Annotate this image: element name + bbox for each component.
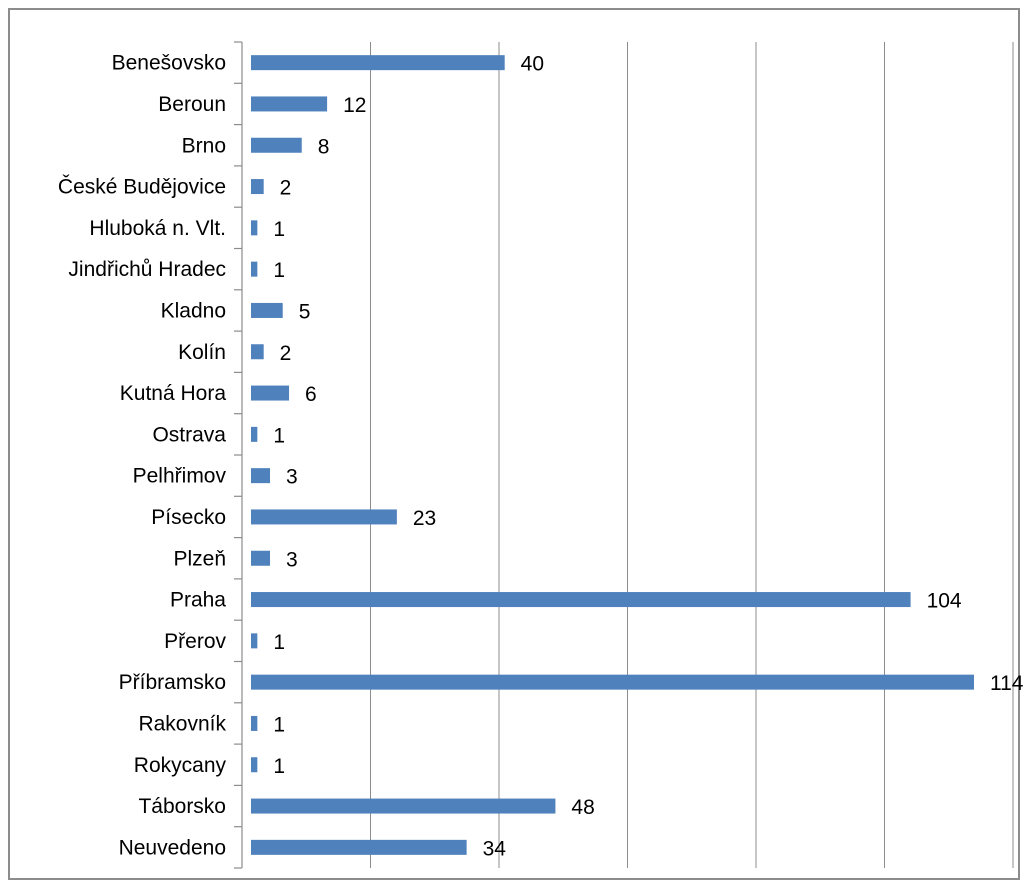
- category-label: Plzeň: [173, 547, 226, 570]
- data-label: 104: [927, 590, 962, 613]
- category-label: Hluboká n. Vlt.: [89, 217, 226, 240]
- category-label: Praha: [170, 589, 226, 612]
- bar: [251, 96, 328, 112]
- category-label: Příbramsko: [119, 671, 226, 694]
- data-label: 12: [343, 94, 366, 117]
- bar: [251, 220, 258, 236]
- category-label: Rakovník: [138, 712, 226, 735]
- category-label: Benešovsko: [112, 52, 226, 75]
- bar: [251, 426, 258, 442]
- bar: [251, 715, 258, 731]
- data-label: 114: [990, 672, 1024, 695]
- bar: [251, 674, 974, 690]
- category-label: Jindřichů Hradec: [68, 258, 226, 281]
- data-label: 34: [483, 837, 507, 860]
- category-label: Pelhřimov: [133, 465, 227, 488]
- category-label: Kolín: [178, 341, 226, 364]
- bar: [251, 344, 264, 360]
- bar: [251, 757, 258, 773]
- data-label: 6: [305, 383, 317, 406]
- data-label: 1: [273, 631, 285, 654]
- category-label: Rokycany: [134, 754, 227, 777]
- category-label: Brno: [182, 134, 226, 157]
- category-label: České Budějovice: [58, 176, 226, 199]
- data-label: 2: [280, 342, 292, 365]
- category-label: Neuvedeno: [119, 836, 226, 859]
- data-label: 3: [286, 466, 298, 489]
- bar: [251, 302, 283, 318]
- bar: [251, 137, 302, 153]
- data-label: 5: [299, 300, 311, 323]
- bar: [251, 592, 911, 608]
- category-label: Kladno: [161, 299, 226, 322]
- bar: [251, 550, 271, 566]
- bar: [251, 385, 290, 401]
- data-label: 1: [273, 755, 285, 778]
- data-label: 3: [286, 548, 298, 571]
- data-label: 2: [280, 177, 292, 200]
- category-label: Táborsko: [138, 795, 226, 818]
- category-label: Písecko: [151, 506, 226, 529]
- data-label: 48: [571, 796, 594, 819]
- bar: [251, 179, 264, 195]
- data-label: 23: [413, 507, 436, 530]
- data-label: 8: [318, 135, 330, 158]
- bar: [251, 633, 258, 649]
- bar: [251, 839, 467, 855]
- bar: [251, 55, 505, 71]
- category-label: Ostrava: [152, 423, 226, 446]
- axes: [234, 41, 243, 869]
- bars: [251, 55, 974, 855]
- data-label: 40: [521, 53, 544, 76]
- data-label: 1: [273, 424, 285, 447]
- category-label: Kutná Hora: [120, 382, 227, 405]
- gridlines: [370, 42, 1014, 868]
- data-label: 1: [273, 218, 285, 241]
- data-label: 1: [273, 713, 285, 736]
- chart-frame: [8, 8, 1020, 880]
- bar: [251, 509, 397, 525]
- data-label: 1: [273, 259, 285, 282]
- category-label: Přerov: [164, 630, 226, 653]
- category-labels: Benešovsko Beroun Brno České Budějovice Hlub…: [58, 52, 227, 860]
- category-label: Beroun: [158, 93, 226, 116]
- bar: [251, 261, 258, 277]
- bar: [251, 798, 556, 814]
- bar: [251, 468, 271, 484]
